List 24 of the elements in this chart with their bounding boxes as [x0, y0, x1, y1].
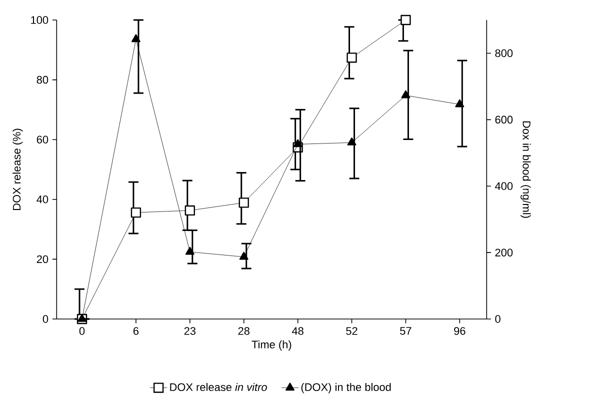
x-tick-label: 28: [238, 327, 250, 335]
y-tick-label: 60: [36, 136, 48, 144]
y-axis-title: DOX release (%): [12, 128, 23, 210]
legend-label: (DOX) in the blood: [301, 382, 391, 394]
y-tick-label: 20: [36, 255, 48, 264]
y-tick-label: 80: [36, 76, 48, 84]
x-tick-label: 6: [133, 327, 139, 335]
x-axis-title: Time (h): [252, 340, 292, 351]
x-tick-label: 57: [400, 327, 412, 335]
y-tick-label: 40: [36, 196, 48, 204]
y2-tick-label: 200: [495, 248, 513, 256]
x-tick-label: 23: [184, 327, 196, 335]
x-tick-label: 48: [292, 327, 304, 335]
x-tick-label: 0: [79, 327, 85, 335]
y-tick-label: 0: [42, 315, 48, 323]
x-tick-label: 96: [454, 327, 466, 335]
y2-tick-label: 800: [495, 49, 513, 58]
x-tick-label: 52: [346, 327, 358, 335]
y2-tick-label: 600: [495, 116, 513, 124]
y2-tick-label: 0: [495, 315, 500, 323]
legend-label: DOX release in vitro: [170, 382, 267, 392]
y2-axis-title: Dox in blood (ng/ml): [520, 121, 531, 218]
y2-tick-label: 400: [495, 182, 513, 190]
y-tick-label: 100: [31, 16, 48, 24]
